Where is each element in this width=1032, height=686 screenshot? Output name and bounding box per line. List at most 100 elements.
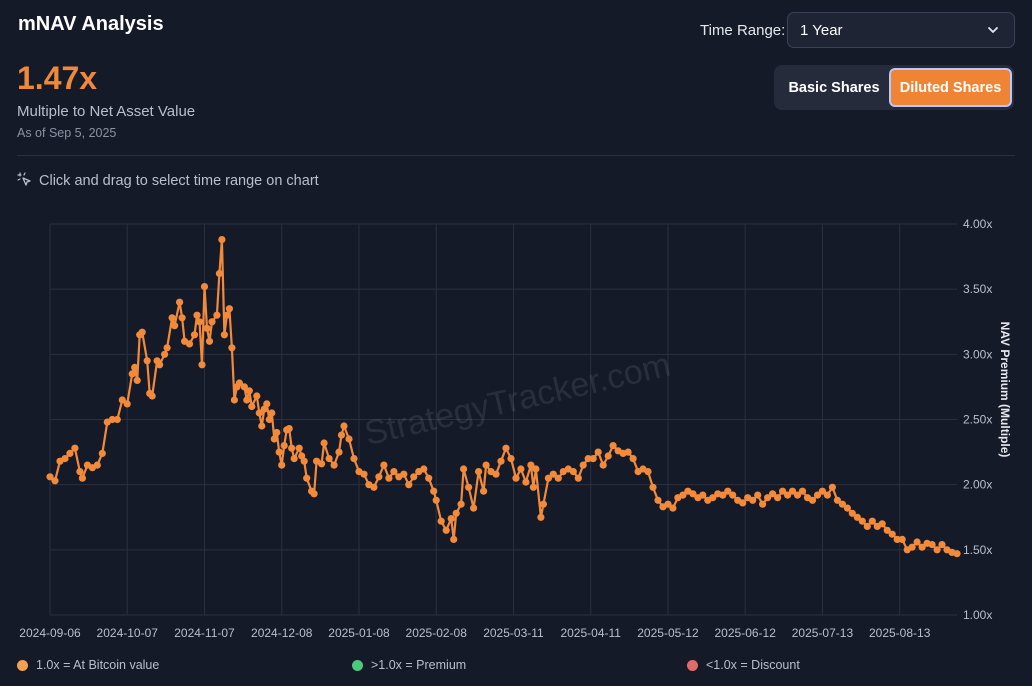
data-point [420, 465, 428, 473]
data-point [788, 487, 797, 495]
y-tick-label: 2.00x [963, 478, 992, 492]
data-point [303, 474, 311, 482]
data-point [679, 491, 687, 499]
data-point [410, 473, 418, 481]
data-point [245, 387, 253, 395]
data-point [507, 455, 515, 463]
data-point [273, 428, 281, 437]
data-point [918, 543, 926, 551]
data-point [385, 474, 393, 482]
divider [17, 155, 1015, 156]
data-point [654, 496, 662, 504]
data-point [709, 494, 717, 502]
x-tick-label: 2024-10-07 [97, 626, 159, 640]
data-point [938, 541, 946, 549]
data-point [669, 504, 677, 512]
data-point [340, 422, 348, 430]
mnav-value: 1.47x [17, 60, 98, 96]
data-point [93, 461, 101, 469]
data-point [549, 470, 557, 478]
data-point [156, 361, 164, 369]
data-point [98, 449, 106, 457]
data-point [113, 415, 121, 424]
y-tick-label: 3.50x [963, 282, 992, 296]
data-point [594, 448, 602, 456]
data-point [375, 473, 383, 481]
data-point [629, 455, 637, 463]
data-point [863, 522, 871, 530]
time-range-select[interactable]: 1 Year [787, 12, 1015, 48]
data-point [178, 314, 186, 322]
data-point [609, 442, 617, 450]
data-point [78, 474, 86, 482]
data-point [823, 491, 832, 499]
data-point [793, 491, 802, 499]
basic-shares-button[interactable]: Basic Shares [788, 79, 880, 96]
legend-label: 1.0x = At Bitcoin value [36, 658, 160, 672]
data-point [649, 483, 657, 491]
data-point [848, 509, 856, 517]
data-point [213, 311, 221, 319]
data-point [759, 500, 767, 508]
y-axis-label: NAV Premium (Multiple) [998, 322, 1012, 458]
data-point [198, 361, 206, 369]
data-point [258, 422, 266, 430]
data-point [858, 517, 866, 525]
data-point [71, 444, 79, 452]
x-tick-label: 2025-01-08 [328, 626, 390, 640]
mnav-chart[interactable]: 1.00x 1.50x 2.00x 2.50x 3.00x 3.50x 4.00x 2024-… [0, 205, 1032, 655]
data-point [200, 283, 209, 291]
x-tick-label: 2025-07-13 [792, 626, 854, 640]
data-point [784, 491, 792, 499]
data-point [123, 400, 131, 408]
data-point [883, 526, 891, 534]
x-tick-label: 2025-05-12 [637, 626, 699, 640]
data-point [798, 487, 807, 495]
x-tick-label: 2025-04-11 [560, 626, 621, 640]
data-point [230, 396, 238, 404]
data-point [176, 298, 184, 306]
watermark: StrategyTracker.com [361, 346, 674, 453]
data-point [893, 535, 901, 543]
x-tick-label: 2024-12-08 [251, 626, 313, 640]
data-point [185, 340, 194, 348]
data-point [828, 483, 837, 491]
data-point [522, 478, 530, 486]
data-point [452, 509, 460, 517]
data-point [430, 487, 438, 495]
diluted-shares-button[interactable]: Diluted Shares [889, 68, 1012, 107]
data-point [168, 314, 176, 322]
data-point [529, 483, 538, 491]
data-point [163, 344, 171, 352]
data-point [818, 487, 827, 495]
data-point [689, 490, 697, 498]
x-tick-label: 2025-06-12 [715, 626, 777, 640]
legend-item-discount: <1.0x = Discount [687, 658, 800, 672]
data-point [161, 350, 169, 358]
data-point [527, 461, 535, 469]
data-point [833, 496, 842, 504]
data-point [370, 483, 378, 491]
data-point [739, 499, 747, 507]
data-point [470, 504, 478, 512]
data-point [190, 331, 199, 339]
data-point [253, 392, 261, 400]
data-point [764, 494, 772, 502]
data-point [118, 396, 126, 404]
data-point [779, 487, 787, 495]
data-point [265, 415, 273, 424]
data-point [218, 236, 226, 244]
data-point [460, 465, 468, 473]
legend-label: >1.0x = Premium [371, 658, 467, 672]
data-point [350, 455, 358, 463]
data-point [131, 363, 139, 371]
data-point [288, 444, 296, 452]
legend-item-at-value: 1.0x = At Bitcoin value [17, 658, 159, 672]
data-point [263, 400, 271, 408]
data-point [228, 344, 236, 352]
data-point [808, 496, 817, 504]
data-point [295, 444, 303, 452]
data-point [953, 550, 961, 558]
data-point [143, 357, 151, 365]
